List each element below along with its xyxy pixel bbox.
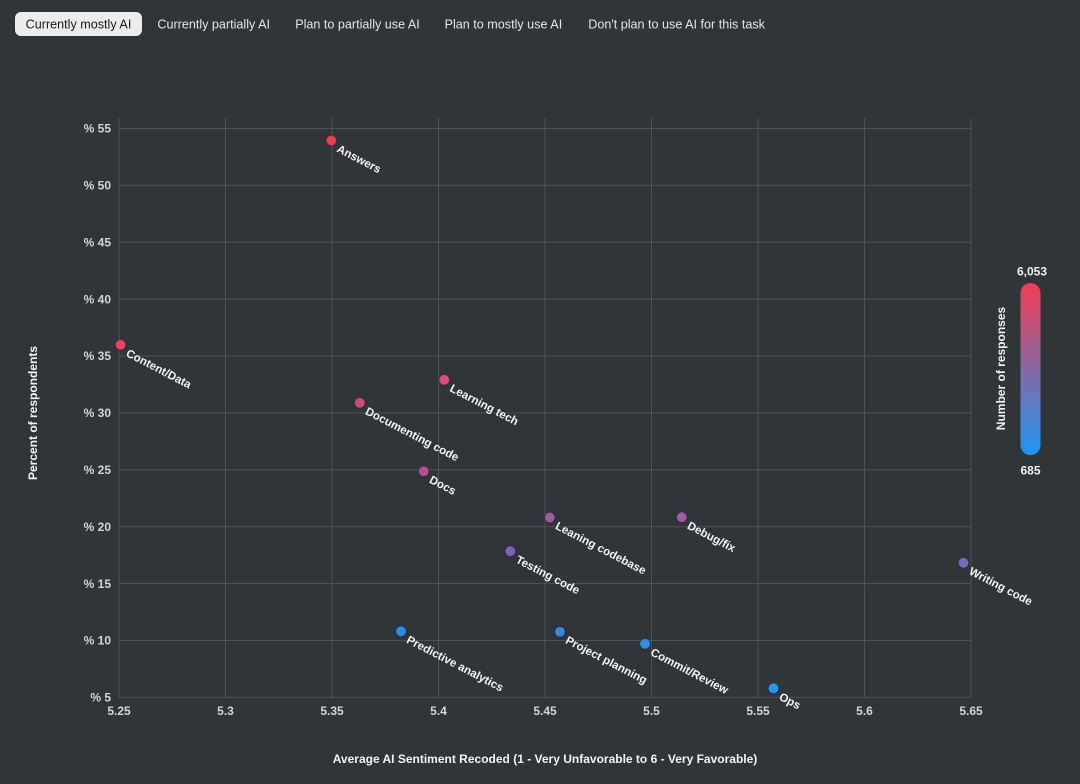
- svg-text:5.65: 5.65: [959, 704, 983, 718]
- svg-text:Currently partially AI: Currently partially AI: [157, 18, 270, 32]
- svg-text:Percent of respondents: Percent of respondents: [26, 346, 40, 480]
- svg-text:% 35: % 35: [84, 349, 112, 363]
- svg-text:% 45: % 45: [84, 235, 112, 249]
- svg-text:5.35: 5.35: [320, 704, 344, 718]
- svg-text:Plan to partially use AI: Plan to partially use AI: [295, 18, 420, 32]
- svg-text:% 25: % 25: [84, 463, 112, 477]
- svg-text:5.6: 5.6: [856, 704, 873, 718]
- svg-text:Average AI Sentiment Recoded (: Average AI Sentiment Recoded (1 - Very U…: [333, 752, 758, 766]
- svg-text:5.4: 5.4: [430, 704, 447, 718]
- svg-text:5.45: 5.45: [533, 704, 557, 718]
- svg-text:% 40: % 40: [84, 292, 112, 306]
- svg-text:5.3: 5.3: [217, 704, 234, 718]
- svg-text:6,053: 6,053: [1017, 265, 1047, 279]
- svg-text:% 15: % 15: [84, 577, 112, 591]
- svg-text:% 55: % 55: [84, 122, 112, 136]
- svg-text:% 50: % 50: [84, 179, 112, 193]
- svg-text:5.55: 5.55: [746, 704, 770, 718]
- svg-text:Don't plan to use AI for this: Don't plan to use AI for this task: [588, 18, 765, 32]
- svg-text:% 20: % 20: [84, 520, 112, 534]
- svg-text:Number of responses: Number of responses: [994, 306, 1008, 430]
- svg-text:5.5: 5.5: [643, 704, 660, 718]
- svg-text:% 30: % 30: [84, 406, 112, 420]
- svg-text:% 5: % 5: [90, 691, 111, 705]
- svg-text:Currently mostly AI: Currently mostly AI: [26, 18, 132, 32]
- svg-text:% 10: % 10: [84, 634, 112, 648]
- svg-text:Plan to mostly use AI: Plan to mostly use AI: [445, 18, 563, 32]
- svg-text:5.25: 5.25: [107, 704, 131, 718]
- svg-text:685: 685: [1020, 464, 1040, 478]
